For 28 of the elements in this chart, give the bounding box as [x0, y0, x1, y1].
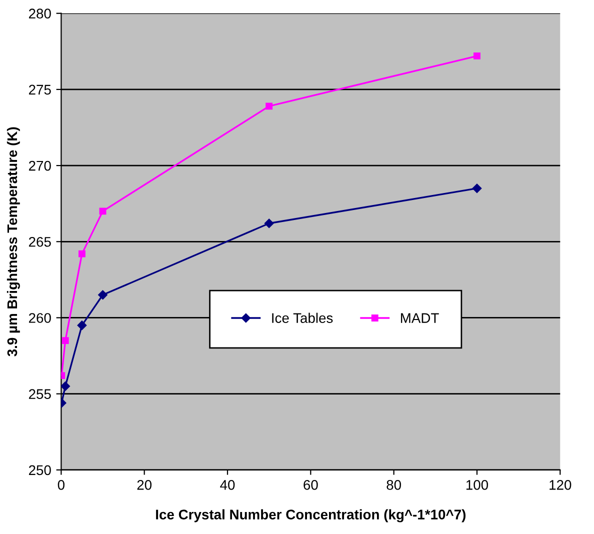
point	[98, 290, 108, 300]
y-tick-label: 275	[28, 84, 51, 95]
point	[266, 102, 273, 110]
x-tick-label: 120	[550, 480, 572, 490]
y-tick-label: 265	[28, 236, 51, 247]
y-tick-label: 250	[28, 465, 51, 476]
legend-label: Ice Tables	[272, 312, 333, 323]
x-tick-label: 60	[304, 480, 318, 490]
point	[62, 337, 69, 344]
x-tick-label: 40	[220, 480, 235, 490]
y-tick-label: 280	[28, 8, 51, 19]
x-tick-label: 20	[137, 480, 152, 490]
x-axis-title: Ice Crystal Number Concentration (kg^-1*10^7)	[156, 509, 466, 522]
legend-label: MADT	[400, 313, 439, 323]
point	[474, 52, 480, 60]
point	[472, 184, 482, 193]
point	[78, 250, 86, 258]
x-tick-label: 100	[466, 480, 488, 490]
point	[77, 320, 87, 330]
y-tick-label: 270	[28, 160, 51, 171]
point	[99, 208, 106, 215]
point	[264, 218, 274, 228]
y-axis-title: 3.9 µm Brightness Temperature (K)	[6, 127, 20, 356]
y-tick-label: 255	[28, 389, 51, 399]
y-tick-label: 260	[28, 313, 51, 323]
point	[61, 382, 70, 391]
x-tick-label: 0	[58, 480, 64, 490]
x-tick-label: 80	[386, 480, 402, 490]
